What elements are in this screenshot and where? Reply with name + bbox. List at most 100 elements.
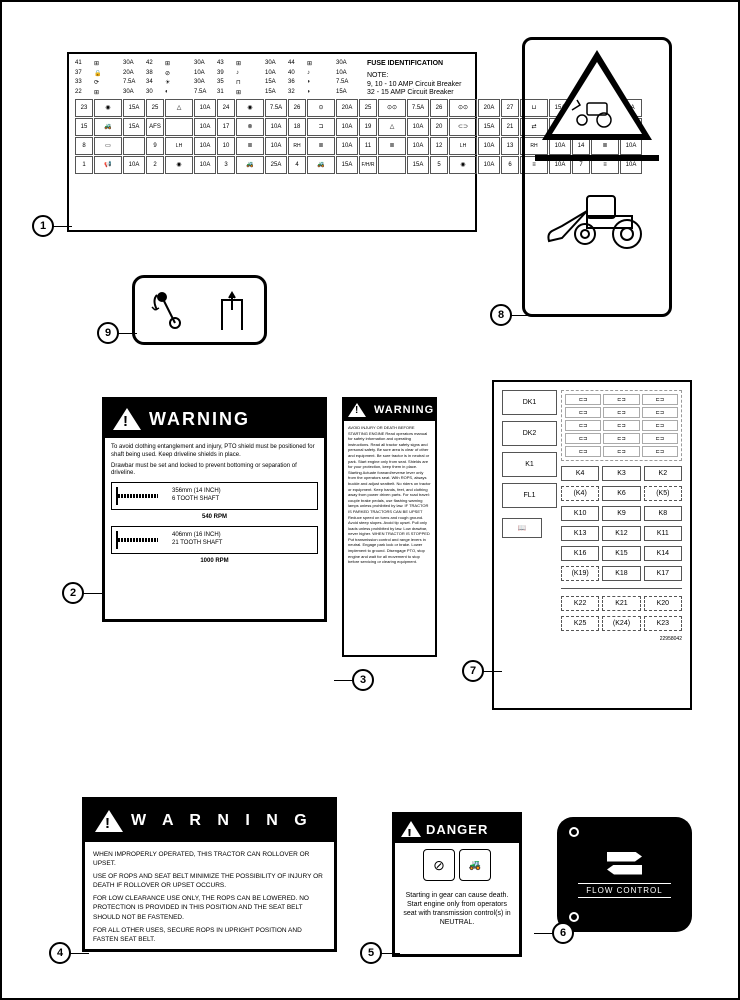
lock-icon: 🔒	[94, 70, 122, 79]
light-icon: ◉	[236, 99, 264, 117]
mounting-hole-icon	[569, 912, 579, 922]
diff-icon: ⊗	[236, 118, 264, 136]
pto-icon: ⟳	[94, 79, 122, 88]
gift-icon: ⊞	[236, 89, 264, 98]
fuse-amp: 30A	[123, 60, 145, 69]
warning-body: WHEN IMPROPERLY OPERATED, THIS TRACTOR C…	[85, 842, 334, 952]
battery-icon: ⊞	[236, 60, 264, 69]
light-icon: ◉	[165, 156, 193, 174]
lever-operation-decal	[132, 275, 267, 345]
warning-body: To avoid clothing entanglement and injur…	[105, 438, 324, 572]
hitch-position-icon	[207, 285, 252, 335]
relay-layout-decal: DK1 DK2 K1 FL1 📖 ⊏⊐⊏⊐⊏⊐ ⊏⊐⊏⊐⊏⊐ ⊏⊐⊏⊐⊏⊐ ⊏⊐…	[492, 380, 692, 710]
relay-grid-row: K4K3K2	[561, 466, 682, 481]
wiper-icon: ◗	[307, 79, 335, 88]
battery-icon: ⊞	[165, 60, 193, 69]
sun-icon: ☀	[165, 79, 193, 88]
exclamation-triangle-icon	[348, 403, 366, 417]
rollover-warning-decal: W A R N I N G WHEN IMPROPERLY OPERATED, …	[82, 797, 337, 952]
exclamation-triangle-icon	[401, 821, 421, 837]
warning-header: WARNING	[105, 400, 324, 438]
callout-2: 2	[62, 582, 84, 604]
shaft-spec-2: 406mm (16 INCH) 21 TOOTH SHAFT	[111, 526, 318, 554]
callout-4: 4	[49, 942, 71, 964]
warning-header: W A R N I N G	[85, 800, 334, 842]
flow-arrows-icon	[607, 852, 642, 875]
tractor-icon: 🚜	[459, 849, 491, 881]
hazard-icon: △	[165, 99, 193, 117]
shaft-icon	[116, 531, 166, 549]
relay-slot: FL1	[502, 483, 557, 508]
lever-icon	[147, 285, 197, 335]
warning-text: WARNING	[149, 409, 250, 430]
mounting-hole-icon	[569, 827, 579, 837]
shaft-icon	[116, 487, 166, 505]
shaft-spec-1: 356mm (14 INCH) 6 TOOTH SHAFT	[111, 482, 318, 510]
danger-icons: ⊘ 🚜	[395, 843, 519, 887]
tractor-icon: 🚜	[94, 118, 122, 136]
exclamation-triangle-icon	[113, 408, 141, 430]
mini-fuse-area: ⊏⊐⊏⊐⊏⊐ ⊏⊐⊏⊐⊏⊐ ⊏⊐⊏⊐⊏⊐ ⊏⊐⊏⊐⊏⊐ ⊏⊐⊏⊐⊏⊐	[561, 390, 682, 461]
tractor-tipping-icon	[562, 95, 632, 135]
relay-slot: K1	[502, 452, 557, 477]
trailer-icon: ⊙⊙	[449, 99, 477, 117]
callout-1: 1	[32, 215, 54, 237]
callout-9: 9	[97, 322, 119, 344]
relay-slot: DK2	[502, 421, 557, 446]
relay-slot: DK1	[502, 390, 557, 415]
beam-icon: ≣	[307, 137, 335, 155]
tractor-loader-icon	[537, 176, 657, 256]
music-icon: ♪	[236, 70, 264, 79]
battery-icon: ⊞	[307, 60, 335, 69]
warning-triangle-icon	[542, 50, 652, 140]
warning-text: W A R N I N G	[131, 812, 313, 830]
tractor-tipover-decal	[522, 37, 672, 317]
wiper-icon: ◗	[307, 89, 335, 98]
warning-body: AVOID INJURY OR DEATH BEFORE STARTING EN…	[344, 421, 435, 569]
warn-icon: △	[378, 118, 406, 136]
beam-icon: ≣	[236, 137, 264, 155]
callout-5: 5	[360, 942, 382, 964]
warning-text: WARNING	[374, 404, 434, 416]
seat-icon: ⊓	[236, 79, 264, 88]
callout-8: 8	[490, 304, 512, 326]
manual-icon: 📖	[502, 518, 542, 538]
divider	[535, 155, 659, 161]
pto-warning-decal: WARNING To avoid clothing entanglement a…	[102, 397, 327, 622]
music-icon: ♪	[307, 70, 335, 79]
no-icon: ⊘	[165, 70, 193, 79]
beam-icon: ≣	[378, 137, 406, 155]
callout-3: 3	[352, 669, 374, 691]
trailer-icon: ⊙⊙	[378, 99, 406, 117]
warning-header: WARNING	[344, 399, 435, 421]
flow-control-decal: FLOW CONTROL	[557, 817, 692, 932]
start-danger-decal: DANGER ⊘ 🚜 Starting in gear can cause de…	[392, 812, 522, 957]
fuse-num: 41	[75, 60, 93, 69]
danger-body: Starting in gear can cause death. Start …	[395, 887, 519, 931]
danger-header: DANGER	[395, 815, 519, 843]
callout-6: 6	[552, 922, 574, 944]
callout-7: 7	[462, 660, 484, 682]
operating-warning-decal: WARNING AVOID INJURY OR DEATH BEFORE STA…	[342, 397, 437, 657]
hitch-icon: ⊐	[307, 118, 335, 136]
flow-control-label: FLOW CONTROL	[578, 883, 670, 898]
battery-icon: ⊞	[94, 60, 122, 69]
tractor-icon: 🚜	[307, 156, 335, 174]
fuse-note: FUSE IDENTIFICATION NOTE: 9, 10 - 10 AMP…	[359, 60, 469, 98]
exclamation-triangle-icon	[95, 810, 123, 832]
link-icon: ⊂⊃	[449, 118, 477, 136]
blank-icon: ▭	[94, 137, 122, 155]
horn-icon: 📢	[94, 156, 122, 174]
battery-icon: ⊞	[94, 89, 122, 98]
danger-text: DANGER	[426, 822, 488, 837]
socket-icon: ⊙	[307, 99, 335, 117]
no-start-icon: ⊘	[423, 849, 455, 881]
mirror-icon: ◐	[165, 89, 193, 98]
relay-right-area: ⊏⊐⊏⊐⊏⊐ ⊏⊐⊏⊐⊏⊐ ⊏⊐⊏⊐⊏⊐ ⊏⊐⊏⊐⊏⊐ ⊏⊐⊏⊐⊏⊐ K4K3K…	[561, 390, 682, 700]
fuse-identification-decal: 41⊞30A 42⊞30A 43⊞30A 44⊞30A FUSE IDENTIF…	[67, 52, 477, 232]
part-number: 22958042	[561, 636, 682, 642]
relay-left-column: DK1 DK2 K1 FL1 📖	[502, 390, 557, 700]
tractor-icon: 🚜	[236, 156, 264, 174]
light-icon: ◉	[449, 156, 477, 174]
light-icon: ◉	[94, 99, 122, 117]
